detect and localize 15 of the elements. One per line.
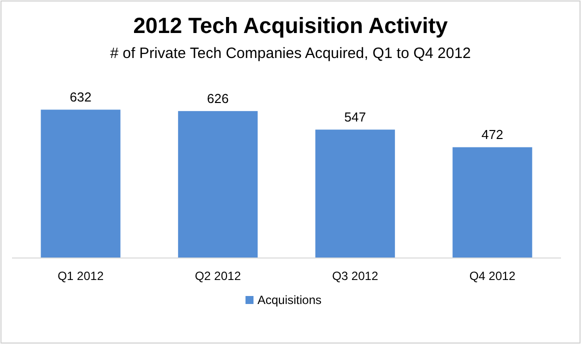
x-tick-label: Q1 2012 (58, 269, 104, 283)
data-label: 626 (207, 91, 229, 106)
bar (315, 130, 395, 258)
data-label: 472 (482, 127, 504, 142)
bar (178, 111, 258, 258)
bar (40, 110, 120, 258)
chart-subtitle: # of Private Tech Companies Acquired, Q1 to Q4 2012 (110, 45, 471, 62)
chart-title: 2012 Tech Acquisition Activity (133, 13, 449, 38)
x-tick-label: Q3 2012 (332, 269, 378, 283)
legend-label: Acquisitions (258, 293, 322, 307)
data-label: 632 (70, 90, 92, 105)
x-tick-label: Q4 2012 (469, 269, 516, 283)
bar (452, 147, 532, 258)
data-label: 547 (344, 110, 366, 125)
x-tick-label: Q2 2012 (194, 269, 242, 283)
